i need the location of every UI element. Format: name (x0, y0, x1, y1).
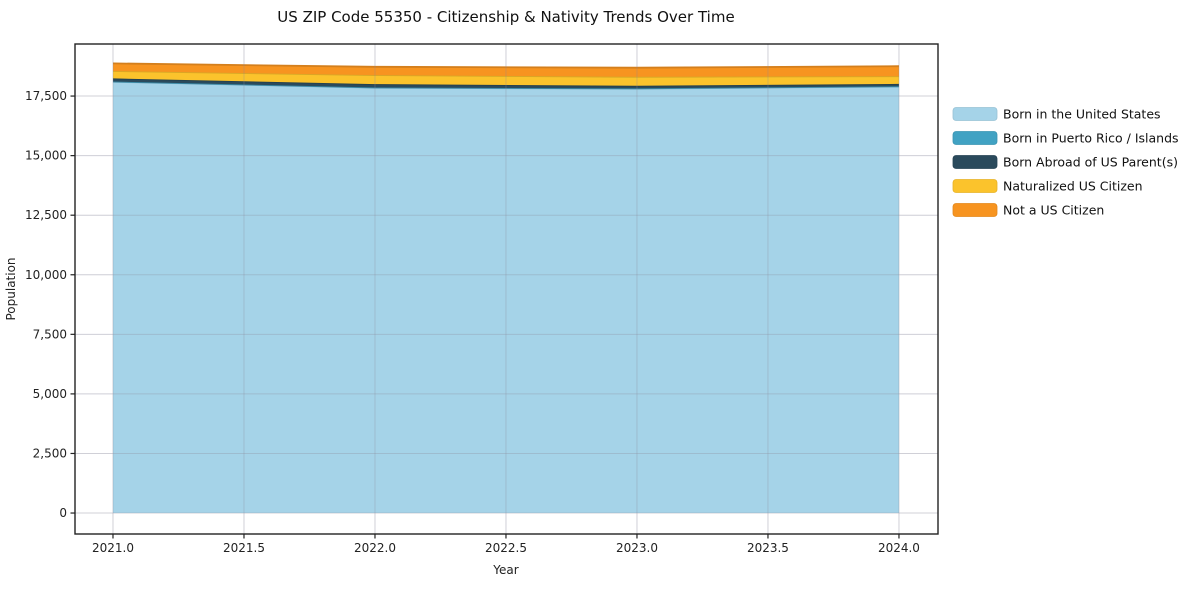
legend-swatch (952, 155, 998, 169)
x-tick-label: 2023.5 (747, 541, 789, 555)
y-tick-label: 5,000 (33, 387, 67, 401)
y-axis-label: Population (4, 257, 18, 320)
x-tick-label: 2023.0 (616, 541, 658, 555)
stacked-areas-group (112, 62, 900, 514)
y-tick-label: 15,000 (25, 149, 67, 163)
x-tick-label: 2021.0 (92, 541, 134, 555)
x-axis-label: Year (492, 563, 518, 577)
legend-swatch (952, 203, 998, 217)
y-tick-label: 17,500 (25, 89, 67, 103)
ticks-group: 2021.0 2021.5 2022.0 2022.5 2023.0 2023.5 2024… (25, 89, 920, 555)
legend-label: Naturalized US Citizen (1003, 179, 1143, 194)
gridlines-overlay-group (75, 44, 938, 534)
y-tick-label: 7,500 (33, 327, 67, 341)
legend-label: Born in Puerto Rico / Islands (1003, 131, 1179, 146)
legend-swatch (952, 179, 998, 193)
area-edge-series-4 (112, 62, 900, 69)
x-tick-label: 2022.0 (354, 541, 396, 555)
chart-title: US ZIP Code 55350 - Citizenship & Nativi… (277, 8, 734, 26)
y-tick-label: 10,000 (25, 268, 67, 282)
legend-swatch (952, 107, 998, 121)
y-tick-label: 12,500 (25, 208, 67, 222)
y-tick-label: 0 (59, 506, 67, 520)
legend-swatch (952, 131, 998, 145)
area-series-0 (113, 81, 899, 514)
y-tick-label: 2,500 (33, 446, 67, 460)
legend-label: Born in the United States (1003, 107, 1161, 122)
x-tick-label: 2024.0 (878, 541, 920, 555)
x-tick-label: 2021.5 (223, 541, 265, 555)
legend-label: Born Abroad of US Parent(s) (1003, 155, 1178, 170)
x-tick-label: 2022.5 (485, 541, 527, 555)
legend-label: Not a US Citizen (1003, 203, 1104, 218)
legend: Born in the United States Born in Puerto … (952, 107, 1179, 218)
